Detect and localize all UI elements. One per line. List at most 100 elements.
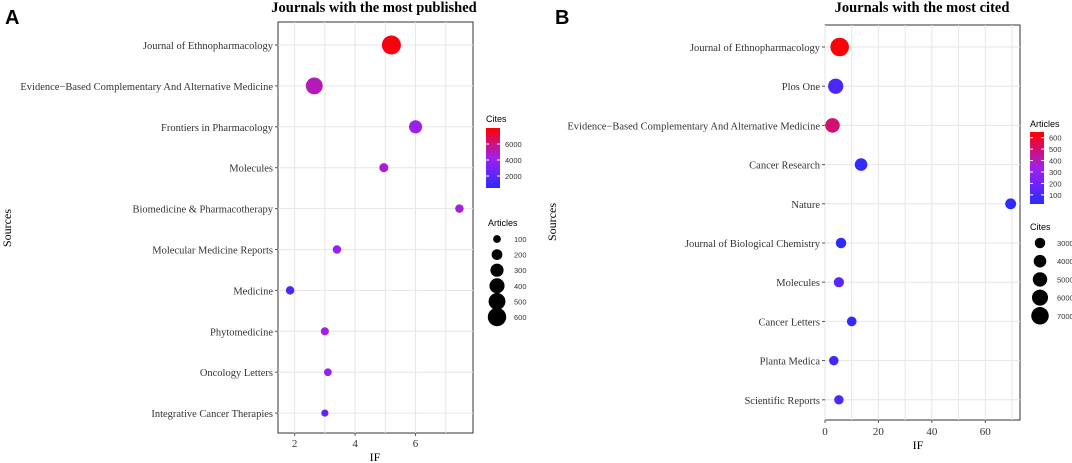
panel-b-color-ticks: 100 200 300 400 500 600 <box>1030 134 1062 200</box>
panel-a-size-legend: Articles 100 200 300 400 500 600 <box>487 218 527 327</box>
panel-a: A Journals with the most published Journ… <box>0 0 527 463</box>
panel-b-x-axis-label: IF <box>913 438 924 452</box>
panel-b-points <box>825 37 1017 405</box>
y-tick-label: Journal of Biological Chemistry <box>685 239 821 250</box>
y-tick-label: Planta Medica <box>760 357 821 368</box>
x-tick-label: 2 <box>292 438 298 450</box>
y-tick-label: Frontiers in Pharmacology <box>161 123 274 134</box>
panel-b-grid <box>822 25 1020 420</box>
panel-b-size-keys: 3000 4000 5000 6000 7000 <box>1031 237 1072 325</box>
panel-b-y-tick-labels: Journal of Ethnopharmacology Plos One Evid… <box>567 43 820 407</box>
color-tick-label: 6000 <box>505 140 522 149</box>
y-tick-label: Oncology Letters <box>200 368 273 379</box>
y-tick-label: Molecular Medicine Reports <box>152 246 273 257</box>
size-key-label: 3000 <box>1057 239 1072 248</box>
x-tick-label: 4 <box>352 438 358 450</box>
data-point <box>833 277 845 288</box>
panel-a-letter: A <box>5 7 19 29</box>
panel-a-size-keys: 100 200 300 400 500 600 <box>487 235 527 327</box>
color-tick-label: 2000 <box>505 172 522 181</box>
y-tick-label: Evidence−Based Complementary And Alterna… <box>567 121 820 132</box>
x-tick-label: 20 <box>873 426 885 438</box>
size-key-circle <box>487 307 507 327</box>
color-tick-label: 4000 <box>505 156 522 165</box>
x-tick-label: 0 <box>822 426 828 438</box>
panel-a-color-legend-title: Cites <box>486 114 507 124</box>
panel-b-color-legend: Articles 100 200 300 400 500 600 <box>1030 119 1062 204</box>
size-key-label: 400 <box>514 282 527 291</box>
panel-a-points <box>285 35 464 417</box>
size-key-circle <box>488 292 506 310</box>
data-point <box>305 77 323 95</box>
data-point <box>834 395 844 405</box>
color-tick-label: 600 <box>1049 134 1062 143</box>
data-point <box>332 245 342 254</box>
y-tick-label: Evidence−Based Complementary And Alterna… <box>20 82 273 93</box>
color-tick-label: 500 <box>1049 145 1062 154</box>
panel-a-size-legend-title: Articles <box>488 218 518 228</box>
data-point <box>828 78 844 94</box>
size-key-circle <box>489 278 505 294</box>
size-key-circle <box>1034 237 1046 249</box>
y-tick-label: Scientific Reports <box>744 396 820 407</box>
panel-a-title: Journals with the most published <box>271 0 476 16</box>
size-key-label: 7000 <box>1057 312 1072 321</box>
y-tick-label: Phytomedicine <box>210 327 273 338</box>
y-tick-label: Plos One <box>782 82 821 93</box>
data-point <box>830 37 849 57</box>
y-tick-label: Journal of Ethnopharmacology <box>690 43 821 54</box>
y-tick-label: Medicine <box>233 286 273 297</box>
y-tick-label: Journal of Ethnopharmacology <box>143 41 274 52</box>
panel-b-x-tick-labels: 0 20 40 60 <box>822 420 991 438</box>
size-key-circle <box>1031 307 1049 325</box>
size-key-circle <box>1033 254 1047 268</box>
color-tick-label: 100 <box>1049 191 1062 200</box>
size-key-label: 100 <box>514 235 527 244</box>
data-point <box>829 355 839 366</box>
size-key-circle <box>490 263 504 277</box>
panel-a-y-axis-label: Sources <box>0 209 14 247</box>
data-point <box>1005 198 1017 210</box>
size-key-label: 5000 <box>1057 275 1072 284</box>
panel-b-color-bar <box>1030 132 1044 204</box>
panel-b-color-legend-title: Articles <box>1030 119 1060 129</box>
panel-a-y-tick-labels: Journal of Ethnopharmacology Evidence−Bas… <box>20 41 273 420</box>
y-tick-label: Biomedicine & Pharmacotherapy <box>132 205 273 216</box>
color-tick-label: 300 <box>1049 168 1062 177</box>
data-point <box>854 158 868 171</box>
size-key-circle <box>1031 289 1049 306</box>
data-point <box>324 368 332 377</box>
panel-a-color-legend: Cites 2000 4000 6000 <box>486 114 522 188</box>
size-key-circle <box>491 249 503 260</box>
y-tick-label: Molecules <box>229 164 273 175</box>
x-tick-label: 60 <box>980 426 992 438</box>
x-tick-label: 6 <box>413 438 419 450</box>
panel-a-x-tick-labels: 2 4 6 <box>292 433 419 450</box>
panel-b-size-legend-title: Cites <box>1030 222 1051 232</box>
panel-b: B Journals with the most cited Journal o… <box>545 0 1072 452</box>
data-point <box>825 118 840 133</box>
size-key-label: 200 <box>514 251 527 260</box>
size-key-label: 600 <box>514 313 527 322</box>
panel-a-color-bar <box>486 128 500 188</box>
panel-b-letter: B <box>555 7 569 29</box>
color-tick-label: 400 <box>1049 157 1062 166</box>
panel-b-title: Journals with the most cited <box>835 0 1010 16</box>
data-point <box>379 163 389 173</box>
y-tick-label: Integrative Cancer Therapies <box>151 409 273 420</box>
panel-a-color-ticks: 2000 4000 6000 <box>486 140 522 181</box>
panel-b-y-axis-label: Sources <box>545 203 559 241</box>
panel-b-size-legend: Cites 3000 4000 5000 6000 7000 <box>1030 222 1072 325</box>
data-point <box>408 120 423 134</box>
color-tick-label: 200 <box>1049 179 1062 188</box>
data-point <box>320 327 329 336</box>
data-point <box>455 204 464 213</box>
y-tick-label: Nature <box>791 200 820 211</box>
data-point <box>835 237 847 249</box>
y-tick-label: Cancer Letters <box>758 317 820 328</box>
panel-a-x-axis-label: IF <box>370 450 381 463</box>
size-key-label: 6000 <box>1057 294 1072 303</box>
data-point <box>846 316 857 327</box>
size-key-label: 500 <box>514 297 527 306</box>
